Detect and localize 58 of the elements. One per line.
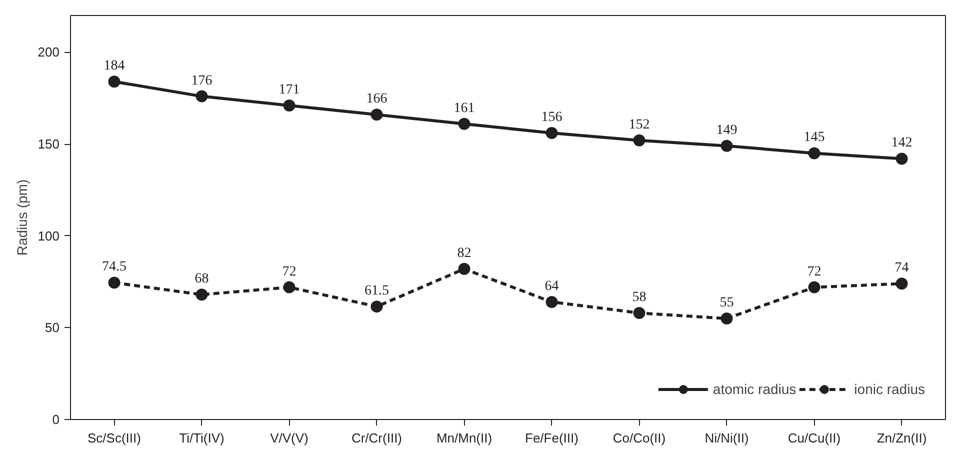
y-tick-label: 50 — [45, 320, 60, 336]
x-tick-label: Cu/Cu(II) — [788, 430, 841, 446]
y-tick-label: 200 — [38, 44, 60, 60]
point — [370, 108, 383, 121]
x-tick-label: Sc/Sc(III) — [88, 430, 141, 446]
x-tick-label: Co/Co(II) — [612, 430, 666, 446]
point — [633, 307, 646, 319]
x-tick-label: Ni/Ni(II) — [704, 430, 749, 446]
data-label: 61.5 — [364, 284, 389, 299]
y-tick-label: 100 — [38, 228, 60, 244]
data-label: 82 — [457, 246, 472, 261]
data-label: 64 — [544, 278, 559, 294]
point — [546, 127, 558, 140]
x-tick-label: Fe/Fe(III) — [525, 430, 578, 446]
point — [546, 296, 558, 308]
x-tick-label: Zn/Zn(II) — [876, 430, 927, 446]
point — [283, 281, 296, 294]
x-tick-label: Cr/Cr(III) — [351, 430, 402, 446]
point — [458, 262, 470, 275]
point — [633, 134, 646, 146]
legend-label: atomic radius — [712, 381, 796, 397]
data-label: 152 — [628, 117, 650, 132]
point — [808, 281, 820, 294]
data-label: 161 — [454, 100, 475, 116]
point — [283, 99, 296, 112]
data-label: 149 — [716, 122, 738, 138]
point — [458, 118, 470, 130]
y-axis-title: Radius (pm) — [14, 179, 30, 256]
point — [196, 90, 208, 102]
point — [896, 278, 908, 290]
data-label: 74 — [894, 260, 909, 276]
data-label: 184 — [104, 58, 125, 74]
data-label: 68 — [194, 272, 209, 287]
data-label: 72 — [282, 264, 296, 280]
data-label: 156 — [541, 110, 562, 126]
data-label: 142 — [891, 136, 912, 151]
point — [720, 140, 733, 152]
data-label: 166 — [366, 92, 388, 107]
x-tick-label: Mn/Mn(II) — [436, 430, 492, 446]
point — [108, 76, 120, 88]
point — [808, 147, 820, 160]
point — [196, 288, 208, 301]
y-tick-label: 150 — [38, 136, 60, 152]
data-label: 171 — [278, 82, 300, 98]
point — [896, 152, 908, 165]
data-label: 58 — [632, 290, 646, 305]
data-label: 176 — [191, 73, 212, 88]
point — [720, 312, 733, 324]
point — [370, 300, 383, 313]
data-label: 72 — [807, 264, 822, 280]
data-label: 145 — [804, 130, 825, 146]
x-tick-label: V/V(V) — [270, 430, 308, 446]
x-tick-label: Ti/Ti(IV) — [179, 430, 224, 446]
data-label: 74.5 — [102, 260, 126, 275]
y-tick-label: 0 — [52, 412, 60, 427]
data-label: 55 — [720, 296, 734, 310]
legend-label: ionic radius — [854, 381, 925, 397]
point — [108, 276, 120, 289]
